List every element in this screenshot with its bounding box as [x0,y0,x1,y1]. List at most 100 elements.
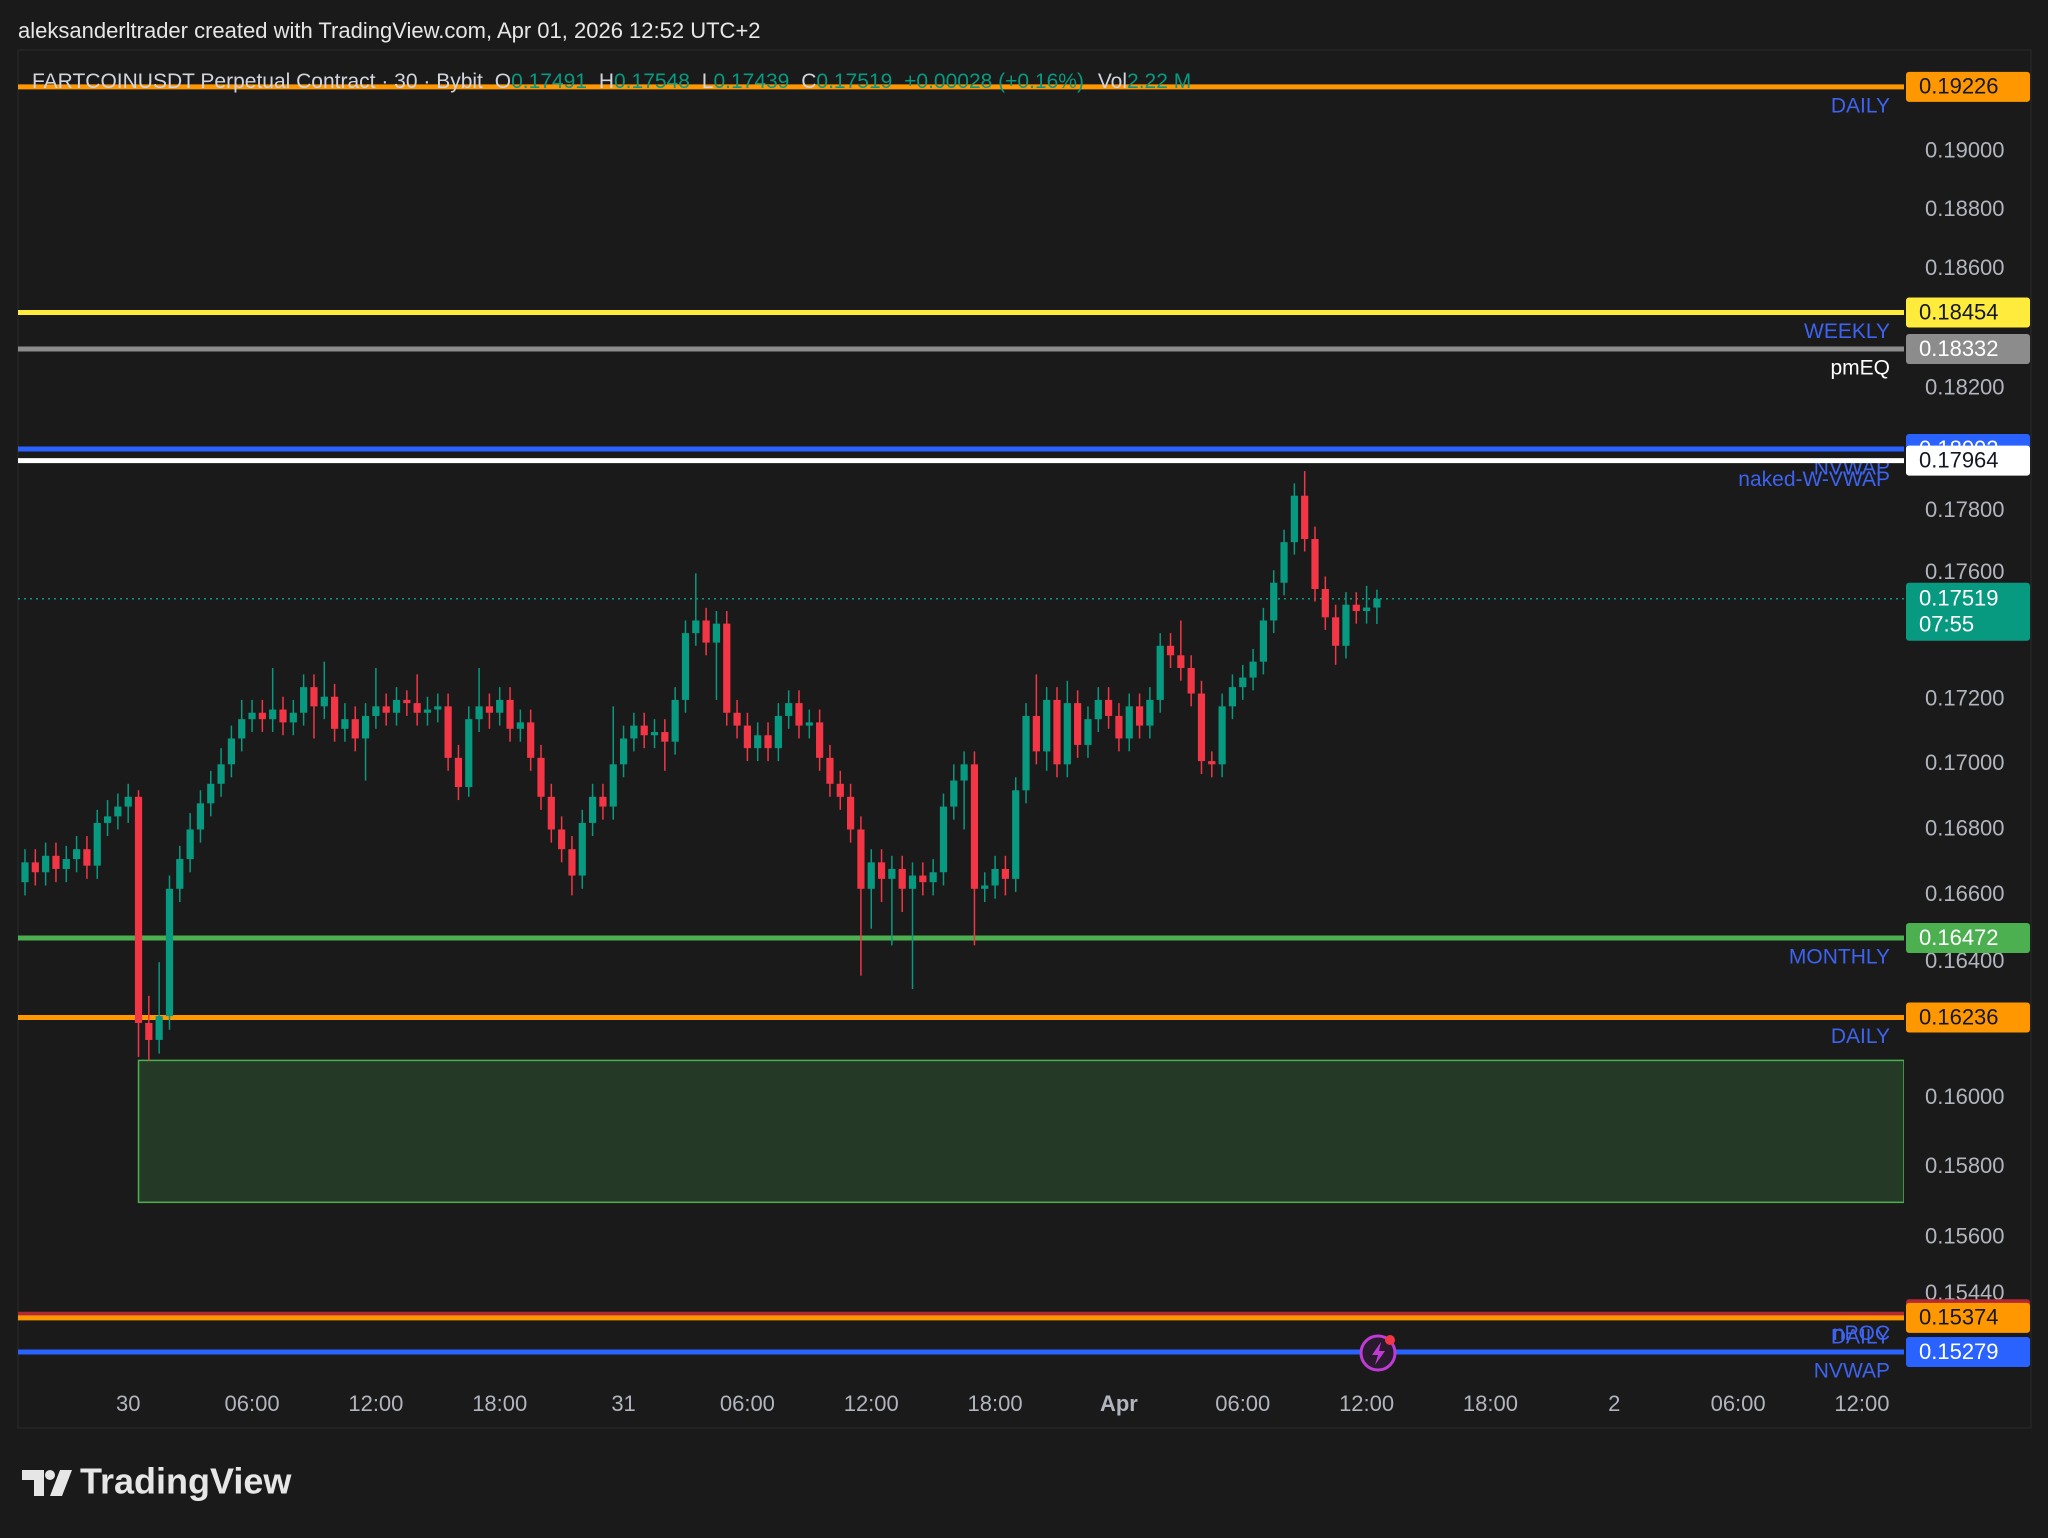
candle-body [134,796,143,1023]
candle-body [1063,703,1071,765]
candle-body [238,719,246,739]
x-tick-label: 12:00 [844,1391,899,1416]
candle-body [1301,495,1309,540]
x-tick-label: 06:00 [720,1391,775,1416]
candle-body [692,620,700,634]
candle-body [186,829,194,860]
candle-body [609,764,617,807]
price-box-label: 0.16472 [1919,925,1999,950]
candle-body [454,757,463,788]
y-tick-label: 0.15600 [1925,1223,2005,1248]
price-box [1906,1336,2030,1367]
x-tick-label: 12:00 [1834,1391,1889,1416]
candle-body [1105,699,1113,716]
candle-body [1290,495,1298,543]
candle-body [496,699,504,713]
x-tick-label: 2 [1608,1391,1620,1416]
x-tick-label: 18:00 [968,1391,1023,1416]
candle-body [351,719,359,739]
plot: DAILY WEEKLY pmEQ NVWAP naked-W-VWAP MONTHLY D… [18,84,1904,1383]
candle-body [475,706,483,720]
y-tick-label: 0.18600 [1925,255,2005,280]
candle-body [1177,655,1185,669]
x-tick-label: 06:00 [225,1391,280,1416]
y-tick-label: 0.15800 [1925,1153,2005,1178]
candle-body [981,885,989,889]
alert-icon[interactable] [1359,1334,1397,1372]
candle-body [341,719,349,729]
candle-body [248,712,256,720]
alert-dot [1385,1335,1395,1345]
candle-body [62,859,70,869]
candle-body [444,706,452,758]
price-box-label: 0.19226 [1919,74,1999,99]
candle-body [423,709,432,713]
y-tick-label: 0.16600 [1925,881,2005,906]
candle-body [21,862,29,883]
candle-body [114,806,122,817]
x-tick-label: 12:00 [348,1391,403,1416]
candle-body [1228,687,1237,707]
candle-body [867,862,875,889]
l-label: L [702,70,714,93]
candle-body [919,875,927,883]
l-value: 0.17439 [713,70,789,93]
y-tick-label: 0.18800 [1925,196,2005,221]
candle-body [83,849,91,866]
candle-body [165,888,174,1017]
price-box [1906,71,2030,102]
candle-body [650,732,659,736]
y-tick-label: 0.17000 [1925,750,2005,775]
candle-body [320,696,328,707]
candle-body [289,712,297,723]
logo-mark [22,1470,72,1496]
candle-body [1239,677,1247,688]
candle-body [599,796,607,807]
price-box-label: 0.15279 [1919,1339,1999,1364]
brand: TradingView [80,1461,292,1502]
candle-body [413,703,421,713]
candle-body [826,757,834,784]
candle-body [671,699,679,742]
candle-body [1001,868,1009,879]
zone [137,1059,1904,1204]
alert-bolt [1372,1342,1385,1365]
h-value: 0.17548 [614,70,690,93]
x-tick-label: Apr [1100,1391,1138,1416]
candle-body [1373,598,1381,608]
candle-body [361,715,370,739]
y-tick-label: 0.17600 [1925,559,2005,584]
candle-body [1208,761,1216,765]
candle-body [1146,699,1154,726]
last-price-label: 0.17519 [1919,586,1999,611]
candle-body [1125,706,1133,739]
vol-label: Vol [1098,70,1127,93]
symbol: FARTCOINUSDT Perpetual Contract · 30 · B… [32,70,483,93]
candle-body [630,725,638,739]
candle-body [124,796,132,807]
candle-body [908,875,917,889]
candle-body [1321,589,1329,618]
price-box-label: 0.18332 [1919,336,1999,361]
y-tick-label: 0.18200 [1925,375,2005,400]
candle-body [300,687,308,713]
candle-body [1022,715,1030,791]
price-box [1906,297,2030,328]
x-tick-label: 31 [611,1391,635,1416]
candle-body [1166,645,1175,656]
level-name: NVWAP [1814,1360,1890,1383]
change: +0.00028 (+0.16%) [904,70,1084,93]
candle-body [1094,699,1102,720]
vol-value: 2.22 M [1127,70,1191,93]
candle-body [774,715,782,749]
candle-body [960,764,968,781]
level-name: WEEKLY [1804,320,1890,343]
candle-body [93,822,101,866]
candle-body [712,623,721,643]
candle-body [836,783,844,797]
candle-body [1074,703,1082,745]
candle-body [1156,645,1164,700]
candle-body [743,725,751,749]
level-name: DAILY [1831,1325,1890,1348]
x-tick-label: 06:00 [1215,1391,1270,1416]
